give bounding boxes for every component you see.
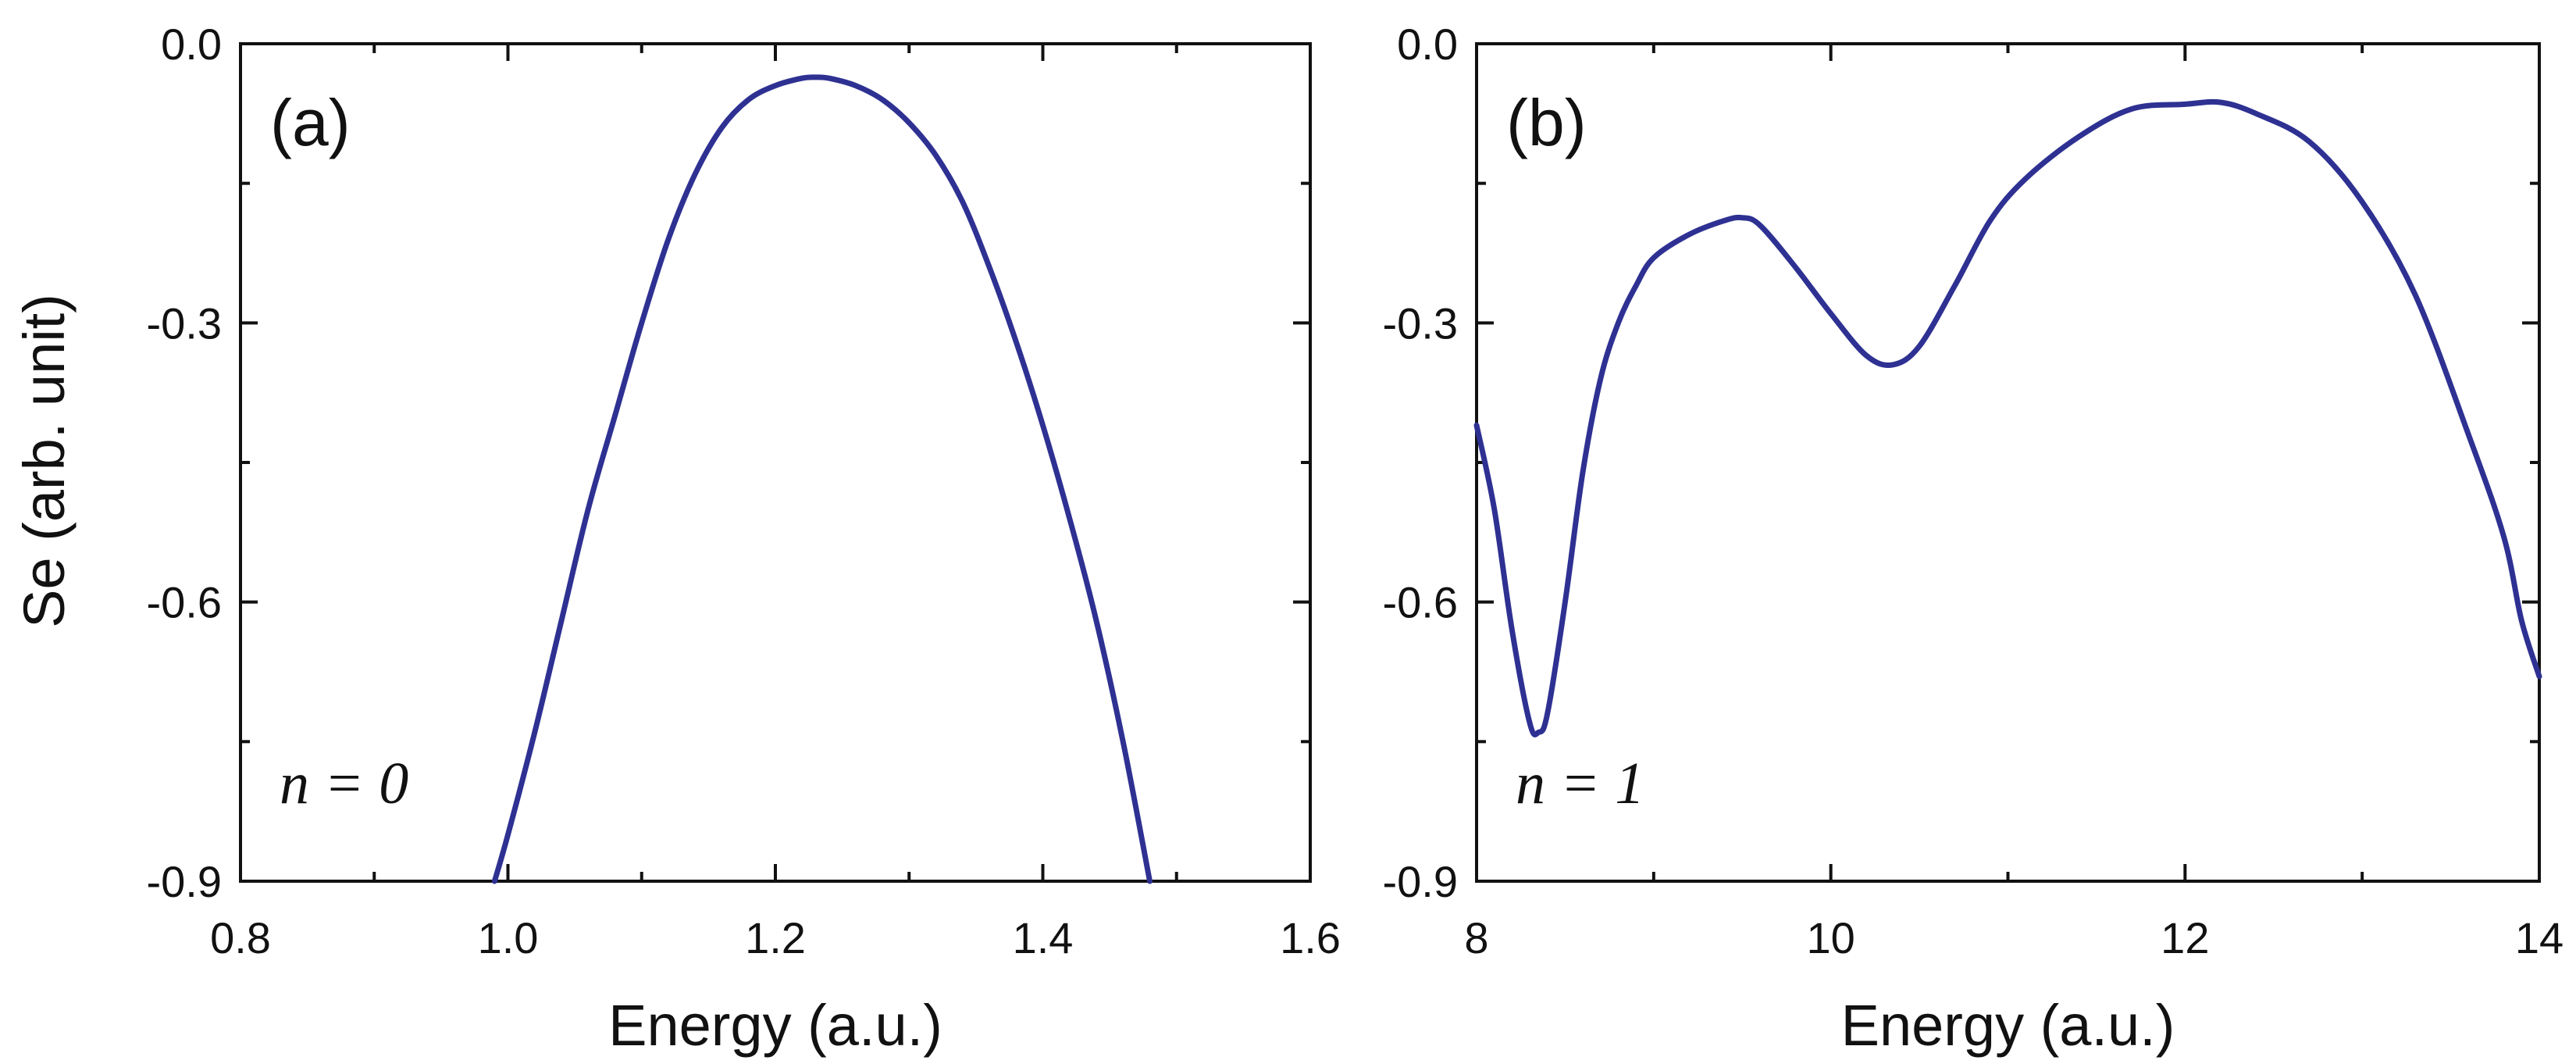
panel-label: (b) (1506, 86, 1587, 159)
x-tick-label: 1.6 (1280, 913, 1341, 962)
y-tick-label: 0.0 (1397, 20, 1458, 69)
y-axis-title: Se (arb. unit) (12, 294, 77, 628)
x-axis-title: Energy (a.u.) (608, 993, 942, 1058)
x-tick-label: 12 (2161, 913, 2209, 962)
x-tick-label: 0.8 (210, 913, 271, 962)
x-tick-label: 14 (2515, 913, 2564, 962)
x-tick-label: 1.0 (478, 913, 539, 962)
series-line (1473, 98, 2542, 737)
y-tick-label: -0.6 (1383, 578, 1459, 627)
x-tick-label: 8 (1464, 913, 1488, 962)
y-tick-label: 0.0 (161, 20, 222, 69)
x-axis-title: Energy (a.u.) (1841, 993, 2175, 1058)
panel-a: 0.8 1.0 1.2 1.4 1.6 0.0 -0.3 -0.6 -0.9 (a) n = 0 En… (147, 20, 1341, 1058)
panel-label: (a) (270, 86, 351, 159)
x-tick-label: 1.2 (745, 913, 806, 962)
x-tick-label: 10 (1807, 913, 1855, 962)
y-tick-label: -0.6 (147, 578, 223, 627)
annotation-label: n = 1 (1516, 751, 1644, 816)
y-tick-label: -0.9 (1383, 857, 1459, 906)
annotation-label: n = 0 (280, 751, 408, 816)
y-tick-label: -0.3 (1383, 298, 1459, 348)
y-tick-label: -0.3 (147, 298, 223, 348)
panel-b: 8 10 12 14 0.0 -0.3 -0.6 -0.9 (b) n = 1 Energy (a.… (1383, 20, 2564, 1058)
y-tick-label: -0.9 (147, 857, 223, 906)
series-line (491, 74, 1153, 884)
x-tick-label: 1.4 (1013, 913, 1074, 962)
